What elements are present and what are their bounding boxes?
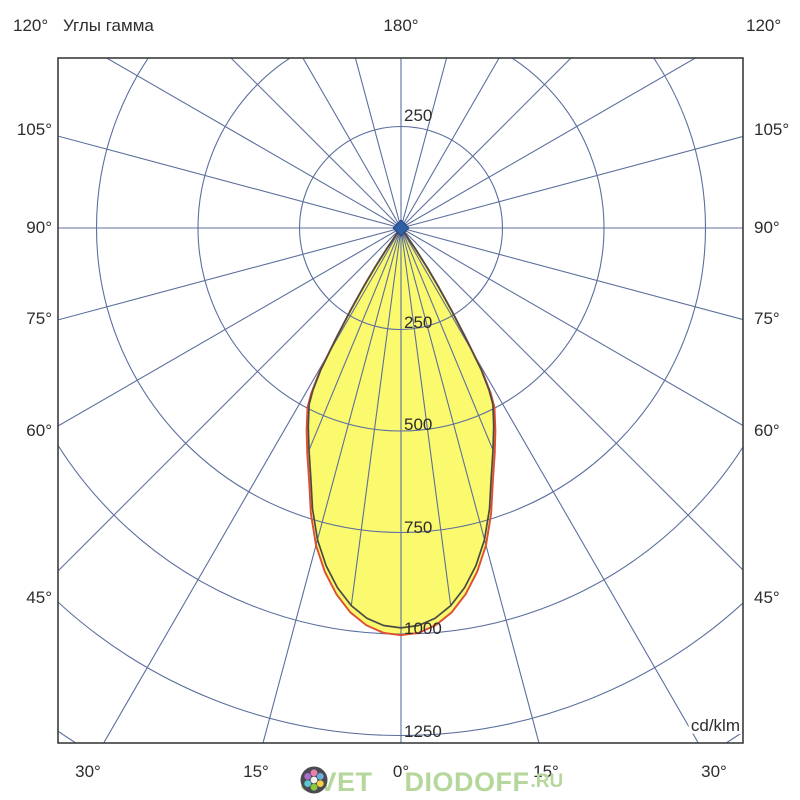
radius-tick-label: 750 xyxy=(404,518,432,537)
gamma-label-right: 90° xyxy=(754,218,780,237)
gamma-label-left: 60° xyxy=(26,421,52,440)
gamma-label-right: 75° xyxy=(754,309,780,328)
plot-border xyxy=(57,57,744,744)
corner-angle-label-left: 120° xyxy=(13,16,48,35)
gamma-label-bottom: 15° xyxy=(533,762,559,781)
gamma-label-bottom: 15° xyxy=(243,762,269,781)
watermark-text-2: DIODOFF xyxy=(404,766,530,797)
beam-fine-rays xyxy=(308,228,494,628)
radius-tick-label: 1000 xyxy=(404,619,442,638)
gamma-label-bottom: 30° xyxy=(75,762,101,781)
axis-tick-labels: 105° 105° 90° 90° 75° 75° 60° 60° 45° 45° 30° 15° 0°… xyxy=(17,106,789,781)
center-marker-diamond xyxy=(392,219,410,237)
radius-tick-label: 250 xyxy=(404,313,432,332)
gamma-label-bottom: 0° xyxy=(393,762,409,781)
top-angle-label: 180° xyxy=(383,16,418,35)
chart-title: Углы гамма xyxy=(63,16,154,35)
gamma-label-right: 105° xyxy=(754,120,789,139)
radius-tick-label: 1250 xyxy=(404,722,442,741)
gamma-label-left: 90° xyxy=(26,218,52,237)
watermark: SVET DIODOFF .RU xyxy=(300,766,563,798)
gamma-label-left: 105° xyxy=(17,120,52,139)
gamma-label-bottom: 30° xyxy=(701,762,727,781)
unit-label: cd/klm xyxy=(691,716,740,735)
watermark-text-3: .RU xyxy=(530,771,564,792)
gamma-label-left: 45° xyxy=(26,588,52,607)
corner-angle-label-right: 120° xyxy=(746,16,781,35)
radius-tick-label: 500 xyxy=(404,415,432,434)
radius-tick-label: 250 xyxy=(404,106,432,125)
gamma-label-right: 45° xyxy=(754,588,780,607)
gamma-label-left: 75° xyxy=(26,309,52,328)
gamma-label-right: 60° xyxy=(754,421,780,440)
watermark-logo-icon xyxy=(300,766,403,796)
